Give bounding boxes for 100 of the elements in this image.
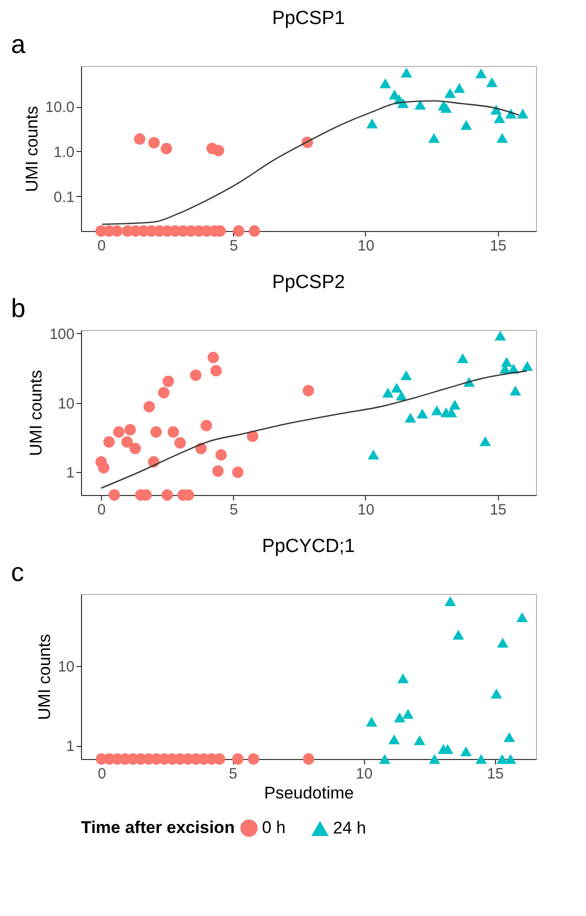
y-axis-title: UMI counts <box>22 106 42 192</box>
point <box>475 754 487 764</box>
point <box>388 734 400 744</box>
point <box>210 365 222 376</box>
point <box>517 108 528 118</box>
y-tick-label: 10 <box>58 395 74 412</box>
x-tick-label: 15 <box>490 502 507 518</box>
point <box>168 426 179 438</box>
point <box>496 638 508 648</box>
point <box>442 744 454 754</box>
y-tick-label: 1 <box>66 738 74 756</box>
chart-title: PpCSP1 <box>272 8 345 29</box>
text: a <box>11 29 26 59</box>
x-tick-label: 0 <box>97 502 106 518</box>
point <box>134 133 146 145</box>
point <box>457 353 468 364</box>
point <box>480 436 491 446</box>
point <box>460 120 472 130</box>
point <box>248 225 260 237</box>
point <box>366 118 378 128</box>
x-tick-label: 10 <box>356 766 373 782</box>
y-axis-title: UMI counts <box>34 634 54 720</box>
y-tick-label: 100 <box>49 326 74 343</box>
point <box>486 77 498 88</box>
point <box>402 709 414 719</box>
point <box>207 352 219 364</box>
point <box>174 437 186 449</box>
point <box>190 370 202 381</box>
point <box>454 82 466 93</box>
point <box>400 68 412 78</box>
point <box>394 712 406 722</box>
point <box>416 408 428 419</box>
point <box>396 390 408 401</box>
point <box>414 100 426 110</box>
x-tick-label: 5 <box>230 238 238 254</box>
point <box>510 386 522 396</box>
point <box>475 68 487 78</box>
point <box>248 753 260 765</box>
legend-title: Time after excision <box>81 818 235 837</box>
point <box>444 88 456 98</box>
point <box>440 103 452 113</box>
point <box>103 436 115 448</box>
chart-title: PpCSP2 <box>272 272 345 293</box>
x-axis-title: Pseudotime <box>264 784 354 802</box>
point <box>161 489 173 501</box>
point <box>212 144 224 156</box>
point <box>160 142 172 154</box>
y-tick-label: 0.1 <box>54 188 74 206</box>
x-tick-label: 5 <box>228 766 238 782</box>
point <box>150 426 162 438</box>
point <box>108 489 120 501</box>
point <box>444 596 456 606</box>
point <box>148 137 160 148</box>
x-tick-label: 0 <box>97 238 106 254</box>
point <box>504 732 515 742</box>
y-tick-label: 10 <box>58 658 74 676</box>
point <box>390 382 402 393</box>
point <box>404 412 416 423</box>
x-tick-label: 10 <box>358 238 374 254</box>
point <box>449 400 461 410</box>
point <box>522 361 533 371</box>
point <box>129 442 141 454</box>
point <box>496 754 508 764</box>
x-tick-label: 0 <box>98 766 106 782</box>
point <box>121 436 133 448</box>
point <box>414 735 426 746</box>
point <box>516 612 528 622</box>
point <box>504 754 516 764</box>
point <box>496 133 508 143</box>
point <box>113 426 125 438</box>
x-tick-label: 15 <box>490 238 507 254</box>
point <box>490 688 502 699</box>
point <box>232 753 244 765</box>
point <box>382 388 394 398</box>
x-tick-label: 15 <box>486 766 504 782</box>
point <box>366 716 378 727</box>
point <box>246 430 258 442</box>
point <box>232 466 244 478</box>
point <box>98 462 110 474</box>
point <box>431 405 443 416</box>
point <box>232 225 244 237</box>
point <box>124 424 136 436</box>
point <box>144 400 155 412</box>
point <box>494 113 506 124</box>
point <box>494 330 506 341</box>
point <box>158 386 170 398</box>
chart-title: PpCYCD;1 <box>262 536 355 557</box>
point <box>200 420 212 432</box>
point <box>428 754 440 764</box>
point <box>302 753 314 765</box>
y-tick-label: 10.0 <box>45 99 74 116</box>
point <box>162 376 174 388</box>
text: c <box>11 557 24 587</box>
point <box>212 465 224 477</box>
y-tick-label: 1.0 <box>54 144 74 161</box>
text: b <box>11 293 26 323</box>
point <box>380 78 392 88</box>
point <box>368 450 380 460</box>
y-tick-label: 1 <box>66 464 74 482</box>
point <box>378 754 390 764</box>
